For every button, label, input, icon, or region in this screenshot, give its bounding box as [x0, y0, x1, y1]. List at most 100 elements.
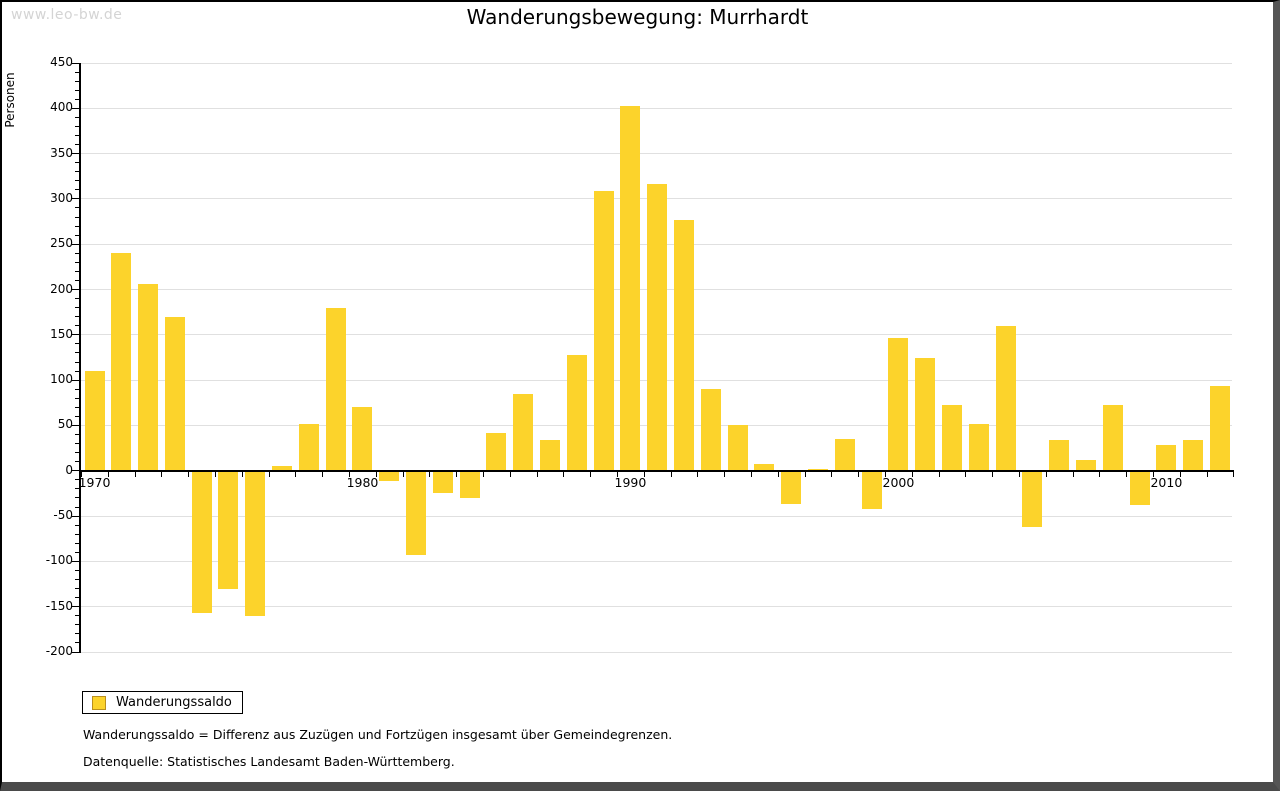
- bar-1995: [754, 464, 775, 471]
- bar-2012: [1210, 385, 1230, 471]
- x-tick: [349, 471, 351, 477]
- bar-1971: [111, 253, 132, 471]
- x-tick: [1179, 471, 1181, 477]
- gridline--100: [81, 560, 1232, 562]
- x-tick: [1099, 471, 1101, 477]
- y-minor-tick: [75, 551, 79, 553]
- y-minor-tick: [75, 461, 79, 463]
- y-tick-label-400: 400: [50, 100, 73, 115]
- y-tick-label-150: 150: [50, 326, 73, 341]
- x-tick: [536, 471, 538, 477]
- legend-swatch-icon: [92, 696, 106, 710]
- y-minor-tick: [75, 343, 79, 345]
- x-tick: [751, 471, 753, 477]
- y-tick-label-0: 0: [65, 462, 73, 477]
- y-minor-tick: [75, 397, 79, 399]
- y-minor-tick: [75, 116, 79, 118]
- y-axis: [79, 63, 81, 653]
- x-tick: [1126, 471, 1128, 477]
- y-minor-tick: [75, 506, 79, 508]
- y-tick-label-300: 300: [50, 190, 73, 205]
- gridline-450: [81, 62, 1232, 64]
- x-tick: [81, 471, 83, 477]
- x-tick: [563, 471, 565, 477]
- x-tick: [643, 471, 645, 477]
- bar-1981: [379, 470, 400, 481]
- x-tick: [777, 471, 779, 477]
- bar-1998: [834, 439, 855, 471]
- bar-1992: [674, 219, 695, 471]
- y-minor-tick: [75, 261, 79, 263]
- bar-1984: [459, 470, 480, 498]
- x-tick: [188, 471, 190, 477]
- y-minor-tick: [75, 234, 79, 236]
- y-minor-tick: [75, 171, 79, 173]
- x-tick: [885, 471, 887, 477]
- y-minor-tick: [75, 216, 79, 218]
- y-minor-tick: [75, 569, 79, 571]
- watermark: www.leo-bw.de: [11, 7, 123, 23]
- x-tick: [456, 471, 458, 477]
- y-major-tick: [72, 107, 79, 109]
- y-minor-tick: [75, 189, 79, 191]
- bar-1977: [272, 466, 293, 471]
- y-major-tick: [72, 334, 79, 336]
- x-tick: [429, 471, 431, 477]
- y-minor-tick: [75, 443, 79, 445]
- y-major-tick: [72, 153, 79, 155]
- x-tick: [1233, 471, 1235, 477]
- y-minor-tick: [75, 633, 79, 635]
- y-minor-tick: [75, 298, 79, 300]
- y-tick-label-350: 350: [50, 145, 73, 160]
- y-tick-label--50: -50: [53, 508, 73, 523]
- x-tick: [1206, 471, 1208, 477]
- bar-2007: [1076, 459, 1096, 471]
- bar-1972: [138, 284, 159, 471]
- y-major-tick: [72, 198, 79, 200]
- x-tick: [858, 471, 860, 477]
- gridline--200: [81, 651, 1232, 653]
- y-minor-tick: [75, 497, 79, 499]
- gridline--150: [81, 606, 1232, 608]
- bar-1990: [620, 105, 641, 471]
- x-tick: [215, 471, 217, 477]
- bar-1970: [84, 371, 105, 471]
- x-tick: [697, 471, 699, 477]
- x-tick: [992, 471, 994, 477]
- gridline-400: [81, 107, 1232, 109]
- x-tick-label-2010: 2010: [1150, 474, 1183, 490]
- y-minor-tick: [75, 415, 79, 417]
- legend-box: Wanderungssaldo: [82, 691, 243, 714]
- y-tick-label--200: -200: [45, 644, 73, 658]
- legend-label: Wanderungssaldo: [116, 695, 232, 710]
- x-tick-label-1970: 1970: [78, 474, 111, 490]
- x-tick: [134, 471, 136, 477]
- bar-2002: [942, 404, 963, 471]
- y-minor-tick: [75, 252, 79, 254]
- y-tick-label--100: -100: [45, 553, 73, 568]
- bar-2009: [1129, 470, 1150, 506]
- y-major-tick: [72, 424, 79, 426]
- y-major-tick: [72, 560, 79, 562]
- y-minor-tick: [75, 89, 79, 91]
- bar-2008: [1102, 404, 1123, 471]
- x-tick-label-1990: 1990: [614, 474, 647, 490]
- y-minor-tick: [75, 98, 79, 100]
- footnote-definition: Wanderungssaldo = Differenz aus Zuzügen …: [83, 727, 673, 742]
- bar-1983: [432, 470, 453, 493]
- y-minor-tick: [75, 71, 79, 73]
- y-tick-label--150: -150: [45, 598, 73, 613]
- y-tick-label-100: 100: [50, 372, 73, 387]
- bar-1976: [245, 470, 266, 616]
- y-minor-tick: [75, 434, 79, 436]
- bar-2011: [1183, 439, 1204, 471]
- bar-1989: [593, 190, 614, 471]
- y-minor-tick: [75, 225, 79, 227]
- y-minor-tick: [75, 270, 79, 272]
- bar-1982: [406, 470, 427, 556]
- y-minor-tick: [75, 624, 79, 626]
- bar-2004: [995, 325, 1016, 471]
- bar-1988: [566, 354, 587, 471]
- y-minor-tick: [75, 406, 79, 408]
- x-tick: [509, 471, 511, 477]
